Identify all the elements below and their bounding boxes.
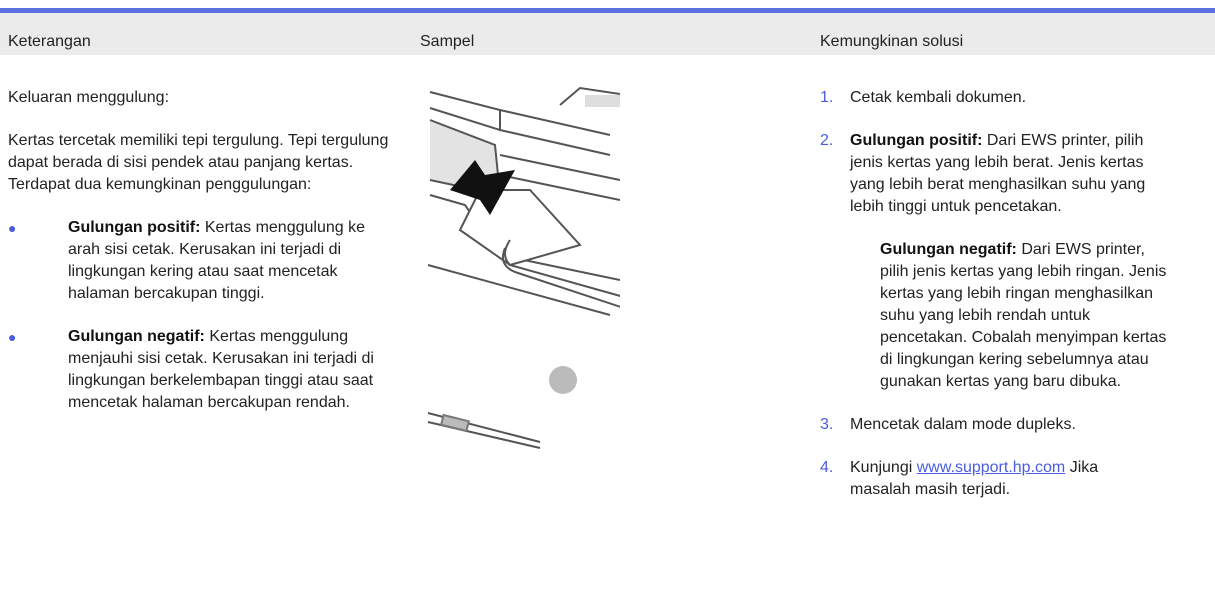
- bullet-text: Kertas menggulung menjauhi sisi cetak. K…: [68, 328, 374, 411]
- problem-description: Kertas tercetak memiliki tepi tergulung.…: [8, 132, 389, 193]
- item-text: Cetak kembali dokumen.: [850, 89, 1027, 106]
- support-link[interactable]: www.support.hp.com: [916, 459, 1066, 476]
- illustration-line: [427, 264, 611, 316]
- illustration-shade: [439, 413, 471, 433]
- item-number: 1.: [820, 89, 834, 106]
- sample-illustration: [427, 86, 620, 449]
- item-text: Kunjungi: [850, 459, 913, 476]
- illustration-arrow: [450, 160, 515, 215]
- solution-item: 3. Mencetak dalam mode dupleks.: [820, 414, 1180, 436]
- item-number: 4.: [820, 459, 834, 476]
- item-number: 2.: [820, 132, 834, 149]
- bullet-dot: ●: [8, 220, 17, 236]
- accent-bar: [0, 8, 1215, 13]
- item-paragraph: Gulungan positif: Dari EWS printer, pili…: [850, 130, 1172, 218]
- item-paragraph: Gulungan negatif: Dari EWS printer, pili…: [850, 239, 1175, 393]
- bold-label: Gulungan negatif:: [880, 241, 1017, 258]
- bold-label: Gulungan positif:: [850, 132, 983, 149]
- solution-item: 2. Gulungan positif: Dari EWS printer, p…: [820, 130, 1172, 393]
- table-header: [0, 13, 1215, 55]
- illustration-line: [559, 86, 620, 106]
- header-cell: Kemungkinan solusi: [820, 33, 964, 50]
- item-text: Jika masalah masih terjadi.: [850, 459, 1099, 498]
- solution-item: 4. Kunjungi www.support.hp.com Jika masa…: [820, 457, 1160, 501]
- header-cell: Sampel: [420, 33, 475, 50]
- illustration-tray: [502, 239, 620, 308]
- bold-label: Gulungan negatif:: [68, 328, 205, 345]
- illustration-line: [499, 109, 611, 156]
- item-number: 3.: [820, 416, 834, 433]
- bullet-dot: ●: [8, 329, 17, 345]
- problem-cell: Keluaran menggulung: Kertas tercetak mem…: [8, 87, 408, 414]
- bullet: ● Gulungan positif: Kertas menggulung ke…: [8, 217, 398, 305]
- bullet-text: Kertas menggulung ke arah sisi cetak. Ke…: [68, 219, 365, 302]
- item-text: Mencetak dalam mode dupleks.: [850, 416, 1076, 433]
- hp-logo: [549, 366, 577, 394]
- illustration-shade: [585, 95, 620, 107]
- solution-item: 1. Cetak kembali dokumen.: [820, 87, 1180, 109]
- solution-cell: 1. Cetak kembali dokumen. 2. Gulungan po…: [820, 87, 1180, 501]
- item-text: Dari EWS printer, pilih jenis kertas yan…: [880, 241, 1167, 390]
- item-text: Dari EWS printer, pilih jenis kertas yan…: [850, 132, 1146, 215]
- illustration-line: [429, 91, 501, 132]
- bold-label: Gulungan positif:: [68, 219, 201, 236]
- problem-title: Keluaran menggulung:: [8, 89, 170, 106]
- illustration-tray: [458, 189, 582, 267]
- header-cell: Keterangan: [8, 33, 91, 50]
- bullet: ● Gulungan negatif: Kertas menggulung me…: [8, 326, 398, 414]
